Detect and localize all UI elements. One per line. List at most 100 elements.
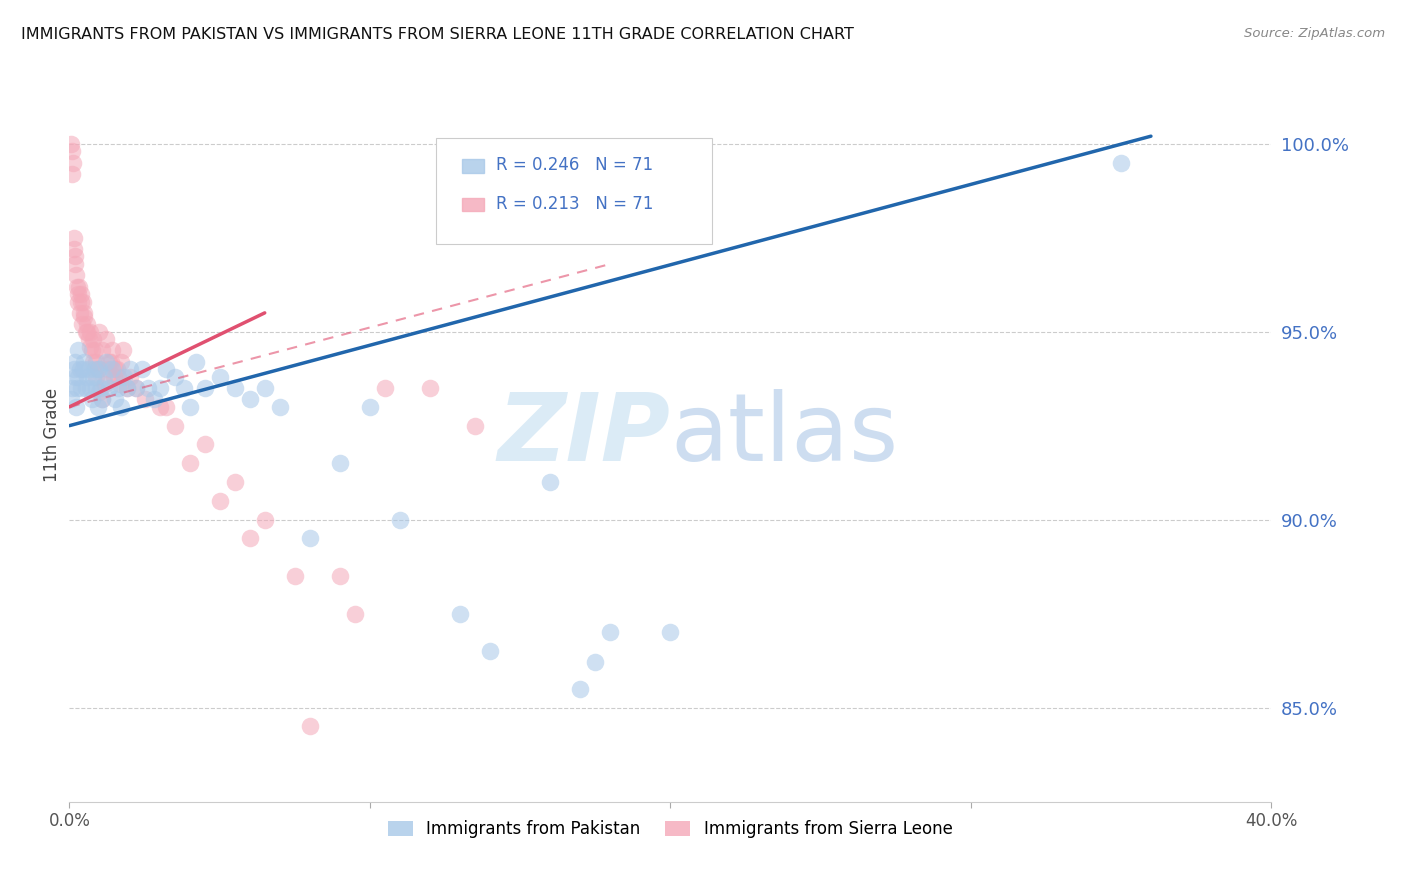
Point <box>59 392 82 407</box>
Point <box>72 362 94 376</box>
Point <box>329 569 352 583</box>
Point <box>208 369 231 384</box>
Point <box>94 377 117 392</box>
Point <box>63 362 86 376</box>
Point <box>118 369 141 384</box>
Point <box>79 340 101 354</box>
Point <box>298 719 321 733</box>
Point <box>163 369 186 384</box>
Point <box>76 325 98 339</box>
Point <box>100 362 122 376</box>
Point <box>173 381 195 395</box>
Point <box>69 362 91 376</box>
Point <box>179 456 201 470</box>
Point <box>464 418 486 433</box>
Point <box>148 381 170 395</box>
Point <box>80 392 103 407</box>
Point <box>124 381 146 395</box>
Point <box>155 400 177 414</box>
Point <box>105 362 128 376</box>
Point <box>103 362 125 376</box>
Point <box>97 362 120 376</box>
Point <box>84 369 107 384</box>
Point <box>82 369 104 384</box>
Point <box>107 369 129 384</box>
Point <box>70 287 93 301</box>
Point <box>59 136 82 151</box>
Y-axis label: 11th Grade: 11th Grade <box>44 388 60 482</box>
Point <box>103 369 125 384</box>
Point <box>84 343 107 358</box>
Point <box>63 369 86 384</box>
Point <box>155 362 177 376</box>
Text: Source: ZipAtlas.com: Source: ZipAtlas.com <box>1244 27 1385 40</box>
Point <box>86 355 108 369</box>
Point <box>89 362 111 376</box>
Point <box>60 167 83 181</box>
Point <box>103 392 125 407</box>
Point <box>148 400 170 414</box>
Point <box>90 381 112 395</box>
Point <box>136 381 159 395</box>
Point <box>82 355 104 369</box>
Point <box>112 369 135 384</box>
Point <box>108 377 131 392</box>
Text: R = 0.213   N = 71: R = 0.213 N = 71 <box>496 194 654 212</box>
Point <box>65 257 87 271</box>
Point <box>62 145 84 159</box>
Text: R = 0.246   N = 71: R = 0.246 N = 71 <box>496 156 654 174</box>
Point <box>67 369 90 384</box>
Point <box>70 317 93 331</box>
Point <box>329 456 352 470</box>
Point <box>66 381 89 395</box>
Point <box>388 513 411 527</box>
Point <box>224 475 246 489</box>
Point <box>110 355 132 369</box>
Point <box>94 332 117 346</box>
Point <box>118 362 141 376</box>
FancyBboxPatch shape <box>463 198 484 211</box>
Point <box>583 656 606 670</box>
Point <box>70 381 93 395</box>
Point <box>100 355 122 369</box>
Point <box>62 155 84 169</box>
Point <box>65 400 87 414</box>
Point <box>343 607 366 621</box>
Point <box>479 644 502 658</box>
Point <box>239 392 262 407</box>
Point <box>107 381 129 395</box>
Point <box>253 513 276 527</box>
Point <box>142 392 165 407</box>
Point <box>569 681 592 696</box>
Point <box>111 343 134 358</box>
Point <box>269 400 291 414</box>
Point <box>179 400 201 414</box>
Point <box>87 400 110 414</box>
FancyBboxPatch shape <box>463 160 484 173</box>
Point <box>87 384 110 399</box>
Point <box>63 250 86 264</box>
Point <box>89 325 111 339</box>
Point <box>79 381 101 395</box>
Point <box>75 325 97 339</box>
Point <box>80 343 103 358</box>
Point <box>90 392 112 407</box>
Point <box>63 242 86 256</box>
Point <box>77 332 100 346</box>
Point <box>73 306 96 320</box>
Text: ZIP: ZIP <box>498 389 671 481</box>
Point <box>91 392 114 407</box>
Point <box>449 607 471 621</box>
Point <box>70 294 93 309</box>
Point <box>67 279 90 293</box>
Point <box>419 381 441 395</box>
Point <box>65 268 87 283</box>
Point <box>97 355 120 369</box>
Point <box>82 332 104 346</box>
Point <box>599 625 621 640</box>
Point <box>115 381 138 395</box>
Point <box>359 400 381 414</box>
Point <box>1109 155 1132 169</box>
Point <box>86 381 108 395</box>
Point <box>66 279 89 293</box>
